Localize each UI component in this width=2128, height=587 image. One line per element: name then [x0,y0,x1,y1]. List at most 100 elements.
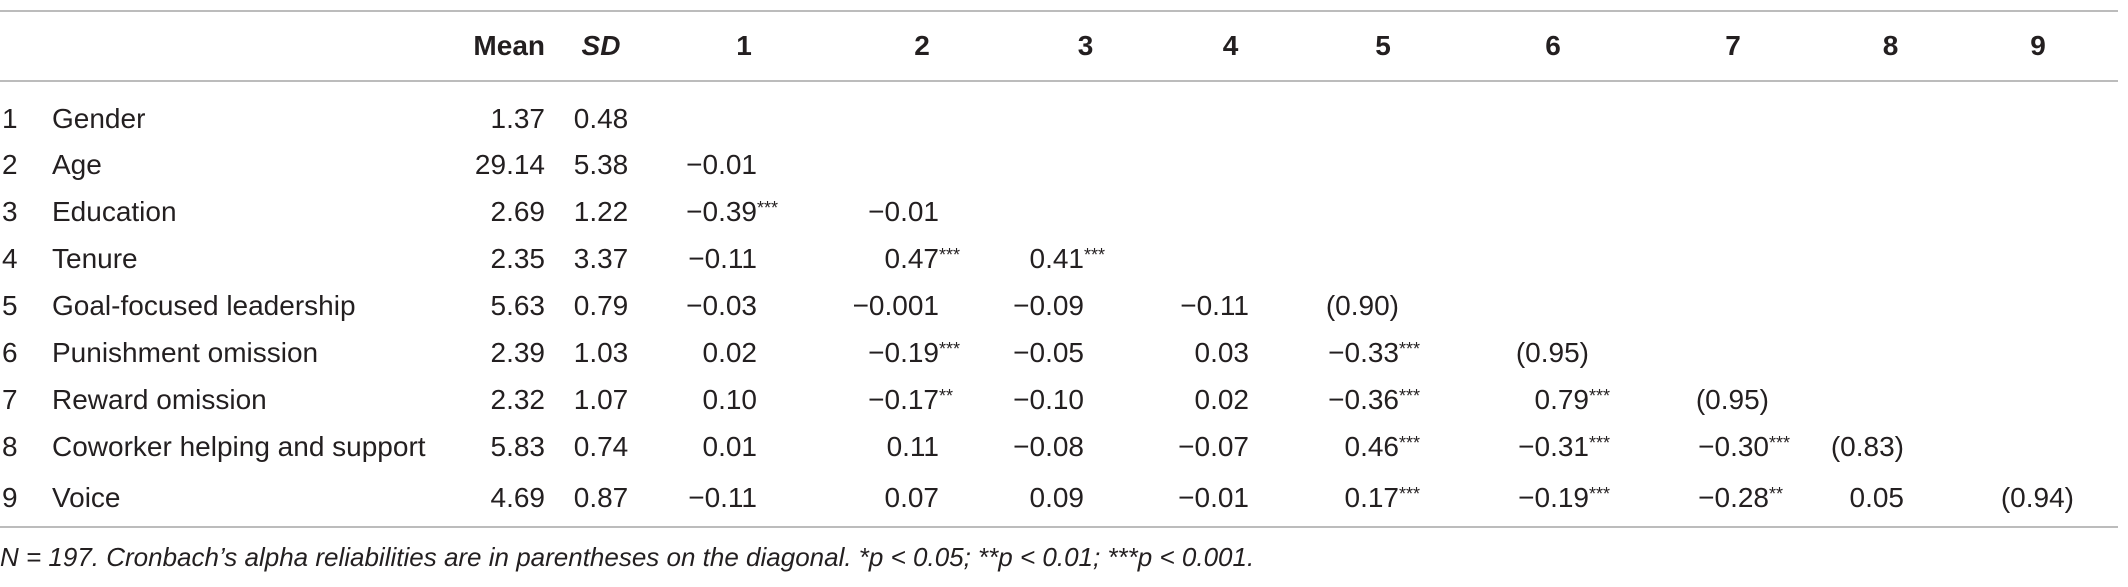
table-row: 8 Coworker helping and support 5.83 0.74 0.0… [0,423,2118,470]
correlation-table: Mean SD 1 2 3 4 5 6 7 8 9 1 Gender 1.37 0.4… [0,10,2118,528]
sd-value: 3.37 [573,242,629,274]
correlation-cell: 0.03 [1158,329,1303,376]
correlation-cell: (0.83) [1823,423,1958,470]
correlation-cell [1643,329,1823,376]
correlation-cell [1158,188,1303,235]
correlation-value: −0.33 [1328,336,1399,368]
correlation-value: 0.02 [702,336,758,368]
row-number: 5 [2,289,18,321]
correlation-cell: −0.36*** [1328,383,1421,415]
correlation-cell [1463,141,1643,188]
header-col-3: 3 [1077,30,1094,61]
header-col-4: 4 [1222,30,1239,61]
correlation-value: −0.01 [868,195,939,227]
correlation-cell [1463,282,1643,329]
table-row: 4 Tenure 2.35 3.37 −0.11 0.47*** 0.41*** [0,235,2118,282]
correlation-cell [1958,235,2118,282]
correlation-cell [1823,235,1958,282]
correlation-cell [1823,81,1958,141]
header-blank [0,11,450,81]
variable-name: Gender [52,102,146,134]
table-row: 3 Education 2.69 1.22 −0.39*** −0.01 [0,188,2118,235]
correlation-cell: 0.47*** [884,242,961,274]
correlation-cell [1958,282,2118,329]
correlation-cell: −0.19*** [868,336,961,368]
correlation-cell: −0.28** [1698,482,1784,513]
variable-name: Reward omission [52,383,267,415]
correlation-cell: 0.17*** [1344,482,1421,513]
correlation-value: −0.36 [1328,383,1399,415]
correlation-value: −0.01 [1178,482,1249,513]
correlation-cell [1643,235,1823,282]
correlation-cell: (0.90) [1303,282,1463,329]
correlation-cell [1643,282,1823,329]
correlation-cell [1958,81,2118,141]
correlation-cell [1303,188,1463,235]
header-col-1: 1 [736,30,752,61]
correlation-cell [1958,376,2118,423]
correlation-cell: −0.30*** [1698,430,1791,462]
table-row: 9 Voice 4.69 0.87 −0.11 0.07 0.09 −0.01 0.17*** −… [0,470,2118,527]
correlation-value: −0.09 [1013,289,1084,321]
correlation-cell: 0.05 [1823,470,1958,527]
sd-value: 1.22 [573,195,629,227]
mean-value: 2.32 [490,383,546,415]
correlation-cell: −0.01 [657,141,831,188]
correlation-value: −0.39 [686,195,757,227]
variable-name: Voice [52,482,121,513]
correlation-cell [1823,376,1958,423]
correlation-value: 0.10 [702,383,758,415]
sd-value: 0.87 [573,482,629,513]
header-col-9: 9 [2030,30,2046,61]
correlation-value: 0.02 [1194,383,1250,415]
correlation-value: −0.30 [1698,430,1769,462]
row-number: 4 [2,242,18,274]
correlation-cell: −0.01 [831,188,1013,235]
table-footnote: N = 197. Cronbach’s alpha reliabilities … [0,542,1255,572]
correlation-value: −0.28 [1698,482,1769,513]
correlation-cell: −0.001 [831,282,1013,329]
correlation-cell: 0.10 [657,376,831,423]
correlation-cell: 0.46*** [1344,430,1421,462]
correlation-value: (0.94) [2000,482,2074,513]
correlation-cell: −0.07 [1158,423,1303,470]
row-number: 1 [2,102,18,134]
correlation-cell [1303,141,1463,188]
correlation-cell [1643,141,1823,188]
correlation-value: −0.08 [1013,430,1084,462]
correlation-value: (0.95) [1515,336,1589,368]
correlation-cell [1013,188,1158,235]
header-col-7: 7 [1725,30,1741,61]
header-col-5: 5 [1375,30,1391,61]
correlation-value: 0.47 [884,242,940,274]
correlation-value: −0.17 [868,383,939,415]
sd-value: 0.48 [573,102,629,134]
correlation-value: −0.07 [1178,430,1249,462]
correlation-cell: 0.02 [1158,376,1303,423]
correlation-cell: 0.09 [1013,470,1158,527]
correlation-value: −0.11 [1180,289,1249,321]
correlation-cell: −0.11 [657,235,831,282]
correlation-cell [657,81,831,141]
correlation-value: −0.11 [688,482,757,513]
correlation-cell [1958,423,2118,470]
correlation-cell [1303,235,1463,282]
correlation-cell: 0.79*** [1534,383,1611,415]
table-row: 2 Age 29.14 5.38 −0.01 [0,141,2118,188]
correlation-value: 0.01 [702,430,758,462]
correlation-value: 0.41 [1029,242,1085,274]
correlation-cell [1823,329,1958,376]
correlation-value: 0.05 [1849,482,1905,513]
correlation-cell: 0.02 [657,329,831,376]
sd-value: 0.79 [573,289,629,321]
row-number: 2 [2,148,18,180]
correlation-value: (0.95) [1695,383,1769,415]
header-sd: SD [581,30,621,61]
correlation-cell: −0.39*** [686,195,779,227]
table-header-row: Mean SD 1 2 3 4 5 6 7 8 9 [0,11,2118,81]
correlation-cell: −0.33*** [1328,336,1421,368]
correlation-cell [1463,188,1643,235]
table-row: 6 Punishment omission 2.39 1.03 0.02 −0.19***… [0,329,2118,376]
variable-name: Education [52,195,177,227]
correlation-cell: 0.11 [831,423,1013,470]
